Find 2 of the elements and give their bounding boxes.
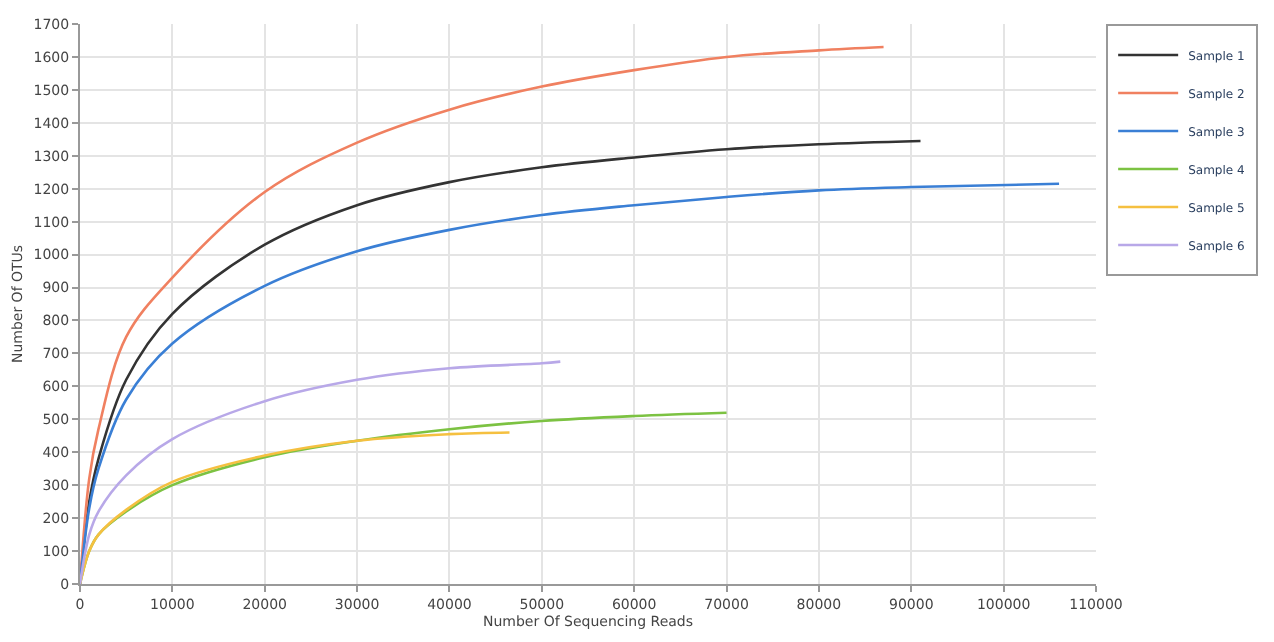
line-series bbox=[80, 360, 562, 584]
line-series bbox=[80, 431, 511, 584]
